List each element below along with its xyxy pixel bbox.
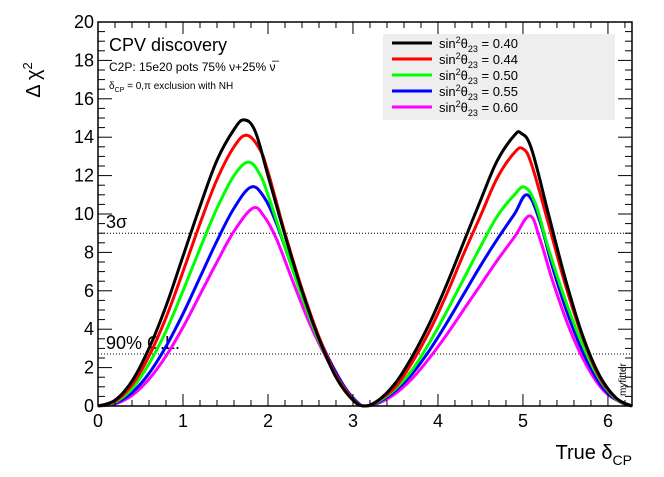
legend-label-4: sin2θ23 = 0.60 (439, 99, 518, 118)
annotation-exclusion: δCP = 0,π exclusion with NH (109, 81, 233, 94)
y-tick-label-5: 10 (74, 204, 94, 224)
y-tick-label-4: 8 (84, 242, 94, 262)
watermark-label: myfitter (618, 363, 629, 396)
x-tick-label-4: 4 (433, 411, 443, 431)
x-tick-label-2: 2 (263, 411, 273, 431)
y-tick-label-9: 18 (74, 50, 94, 70)
y-tick-label-3: 6 (84, 281, 94, 301)
y-tick-label-10: 20 (74, 12, 94, 32)
exclusion-delta: δ (109, 81, 115, 92)
legend-label-3: sin2θ23 = 0.55 (439, 83, 518, 102)
x-axis-title-sub: CP (613, 452, 632, 468)
y-tick-label-0: 0 (84, 396, 94, 416)
x-tick-label-1: 1 (178, 411, 188, 431)
annotation-heading: CPV discovery (109, 35, 227, 55)
annotation-config: C2P: 15e20 pots 75% ν+25% ν̅ (109, 60, 279, 74)
x-tick-label-6: 6 (603, 411, 613, 431)
exclusion-cp-subscript: CP (115, 87, 125, 94)
axis-titles: True δCP Δ χ2 (20, 62, 632, 468)
y-tick-label-6: 12 (74, 166, 94, 186)
y-axis-title-sup: 2 (20, 62, 35, 69)
y-tick-label-8: 16 (74, 89, 94, 109)
annotations-layer: CPV discovery C2P: 15e20 pots 75% ν+25% … (109, 35, 629, 396)
x-axis-title-main: True δ (555, 442, 612, 464)
exclusion-suffix: = 0,π exclusion with NH (124, 81, 233, 92)
y-tick-label-1: 2 (84, 358, 94, 378)
y-axis-title: Δ χ2 (20, 62, 45, 98)
y-tick-label-2: 4 (84, 319, 94, 339)
legend-label-0: sin2θ23 = 0.40 (439, 35, 518, 54)
y-tick-label-7: 14 (74, 127, 94, 147)
y-axis-title-main: Δ χ (23, 69, 45, 98)
x-tick-label-5: 5 (518, 411, 528, 431)
reference-line-label-0: 3σ (106, 212, 127, 232)
legend-label-2: sin2θ23 = 0.50 (439, 67, 518, 86)
legend-label-1: sin2θ23 = 0.44 (439, 51, 518, 70)
x-tick-label-0: 0 (93, 411, 103, 431)
x-tick-label-3: 3 (348, 411, 358, 431)
x-axis-title: True δCP (555, 442, 632, 468)
